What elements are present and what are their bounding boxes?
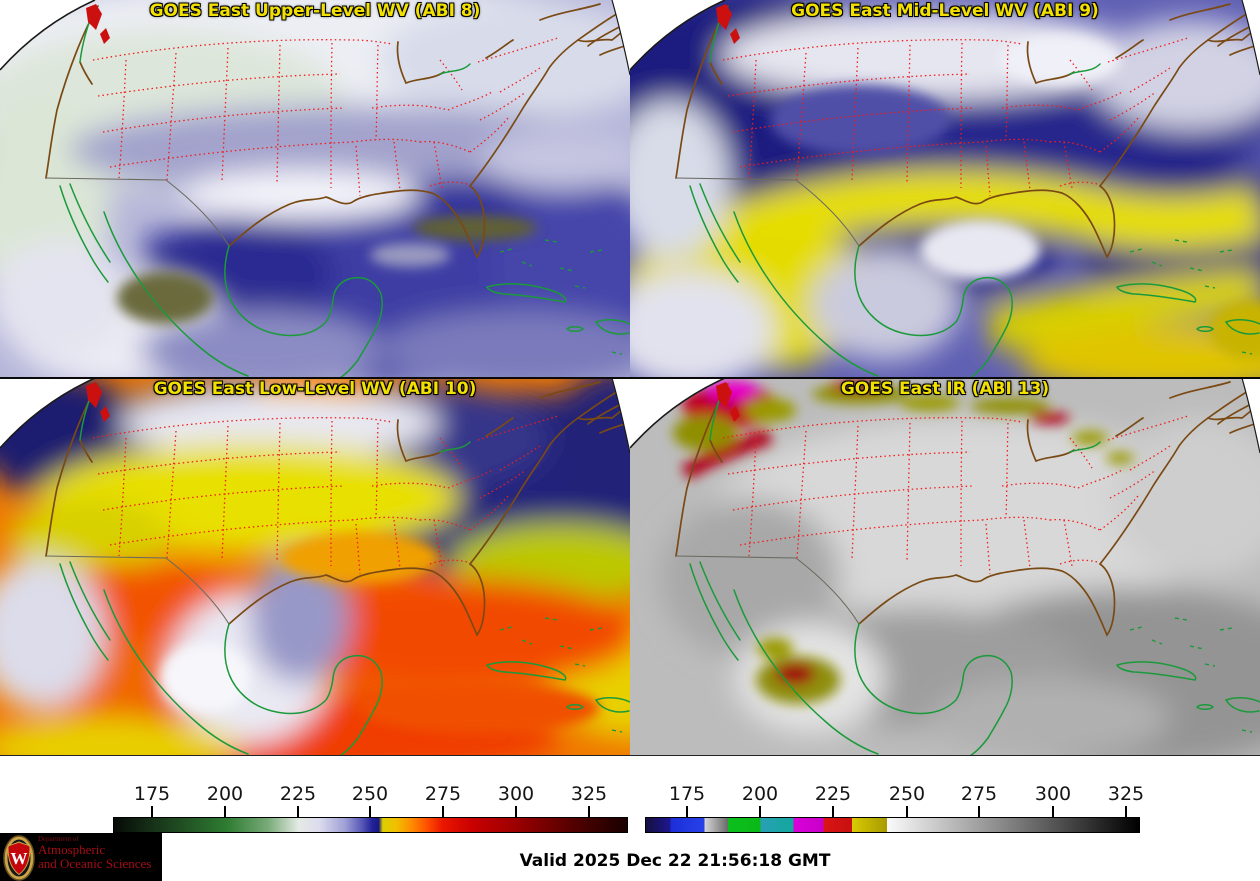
wv-colorbar-tick	[224, 806, 226, 817]
wv-colorbar-tick-label: 175	[133, 783, 171, 805]
ir-colorbar-tick	[906, 806, 908, 817]
panel-ir: GOES East IR (ABI 13)	[630, 378, 1260, 756]
wv-colorbar-tick-label: 300	[497, 783, 535, 805]
wv-colorbar-tick	[515, 806, 517, 817]
panel-upper-level-wv: GOES East Upper-Level WV (ABI 8)	[0, 0, 630, 378]
wv-colorbar-tick-label: 275	[424, 783, 462, 805]
ir-colorbar-tick-label: 325	[1107, 783, 1145, 805]
panel-row-divider	[0, 377, 1260, 379]
logo-name-line1: Atmospheric	[38, 842, 106, 858]
panel-low-level-wv: GOES East Low-Level WV (ABI 10)	[0, 378, 630, 756]
panel-title-ir: GOES East IR (ABI 13)	[840, 379, 1050, 399]
wv-colorbar-tick	[151, 806, 153, 817]
wv-colorbar-tick-label: 250	[351, 783, 389, 805]
wv-colorbar-tick-label: 325	[570, 783, 608, 805]
satellite-image-upper-level-wv	[0, 0, 630, 378]
wv-colorbar-tick-label: 200	[206, 783, 244, 805]
ir-colorbar-tick	[1052, 806, 1054, 817]
uw-crest-icon: W	[3, 835, 35, 881]
ir-colorbar-tick-label: 175	[668, 783, 706, 805]
wv-colorbar-tick	[297, 806, 299, 817]
wv-colorbar-tick	[588, 806, 590, 817]
satellite-image-mid-level-wv	[630, 0, 1260, 378]
panel-title-mid-level-wv: GOES East Mid-Level WV (ABI 9)	[791, 1, 1099, 21]
wv-colorbar-tick	[442, 806, 444, 817]
uw-aos-logo: W Department of Atmospheric and Oceanic …	[0, 833, 162, 881]
ir-colorbar-tick-label: 200	[741, 783, 779, 805]
panel-title-upper-level-wv: GOES East Upper-Level WV (ABI 8)	[149, 1, 481, 21]
satellite-image-ir	[630, 378, 1260, 756]
ir-colorbar-tick	[1125, 806, 1127, 817]
svg-text:W: W	[11, 849, 28, 868]
ir-colorbar-tick	[832, 806, 834, 817]
ir-colorbar-tick-label: 225	[814, 783, 852, 805]
panel-mid-level-wv: GOES East Mid-Level WV (ABI 9)	[630, 0, 1260, 378]
ir-colorbar-tick	[759, 806, 761, 817]
map-bottom-edge	[0, 755, 1260, 756]
wv-colorbar-tick-label: 225	[279, 783, 317, 805]
ir-colorbar-tick	[686, 806, 688, 817]
valid-timestamp: Valid 2025 Dec 22 21:56:18 GMT	[519, 851, 831, 871]
wv-colorbar-tick	[369, 806, 371, 817]
logo-dept-label: Department of	[38, 835, 79, 843]
footer: 175 200 225 250 275 300 325 175 200 225 …	[0, 756, 1260, 881]
ir-colorbar-tick-label: 300	[1034, 783, 1072, 805]
ir-colorbar	[645, 817, 1140, 833]
satellite-image-low-level-wv	[0, 378, 630, 756]
panel-title-low-level-wv: GOES East Low-Level WV (ABI 10)	[153, 379, 477, 399]
ir-colorbar-tick	[978, 806, 980, 817]
wv-colorbar	[113, 817, 628, 833]
ir-colorbar-tick-label: 250	[888, 783, 926, 805]
ir-colorbar-tick-label: 275	[960, 783, 998, 805]
logo-name-line2: and Oceanic Sciences	[38, 855, 152, 871]
